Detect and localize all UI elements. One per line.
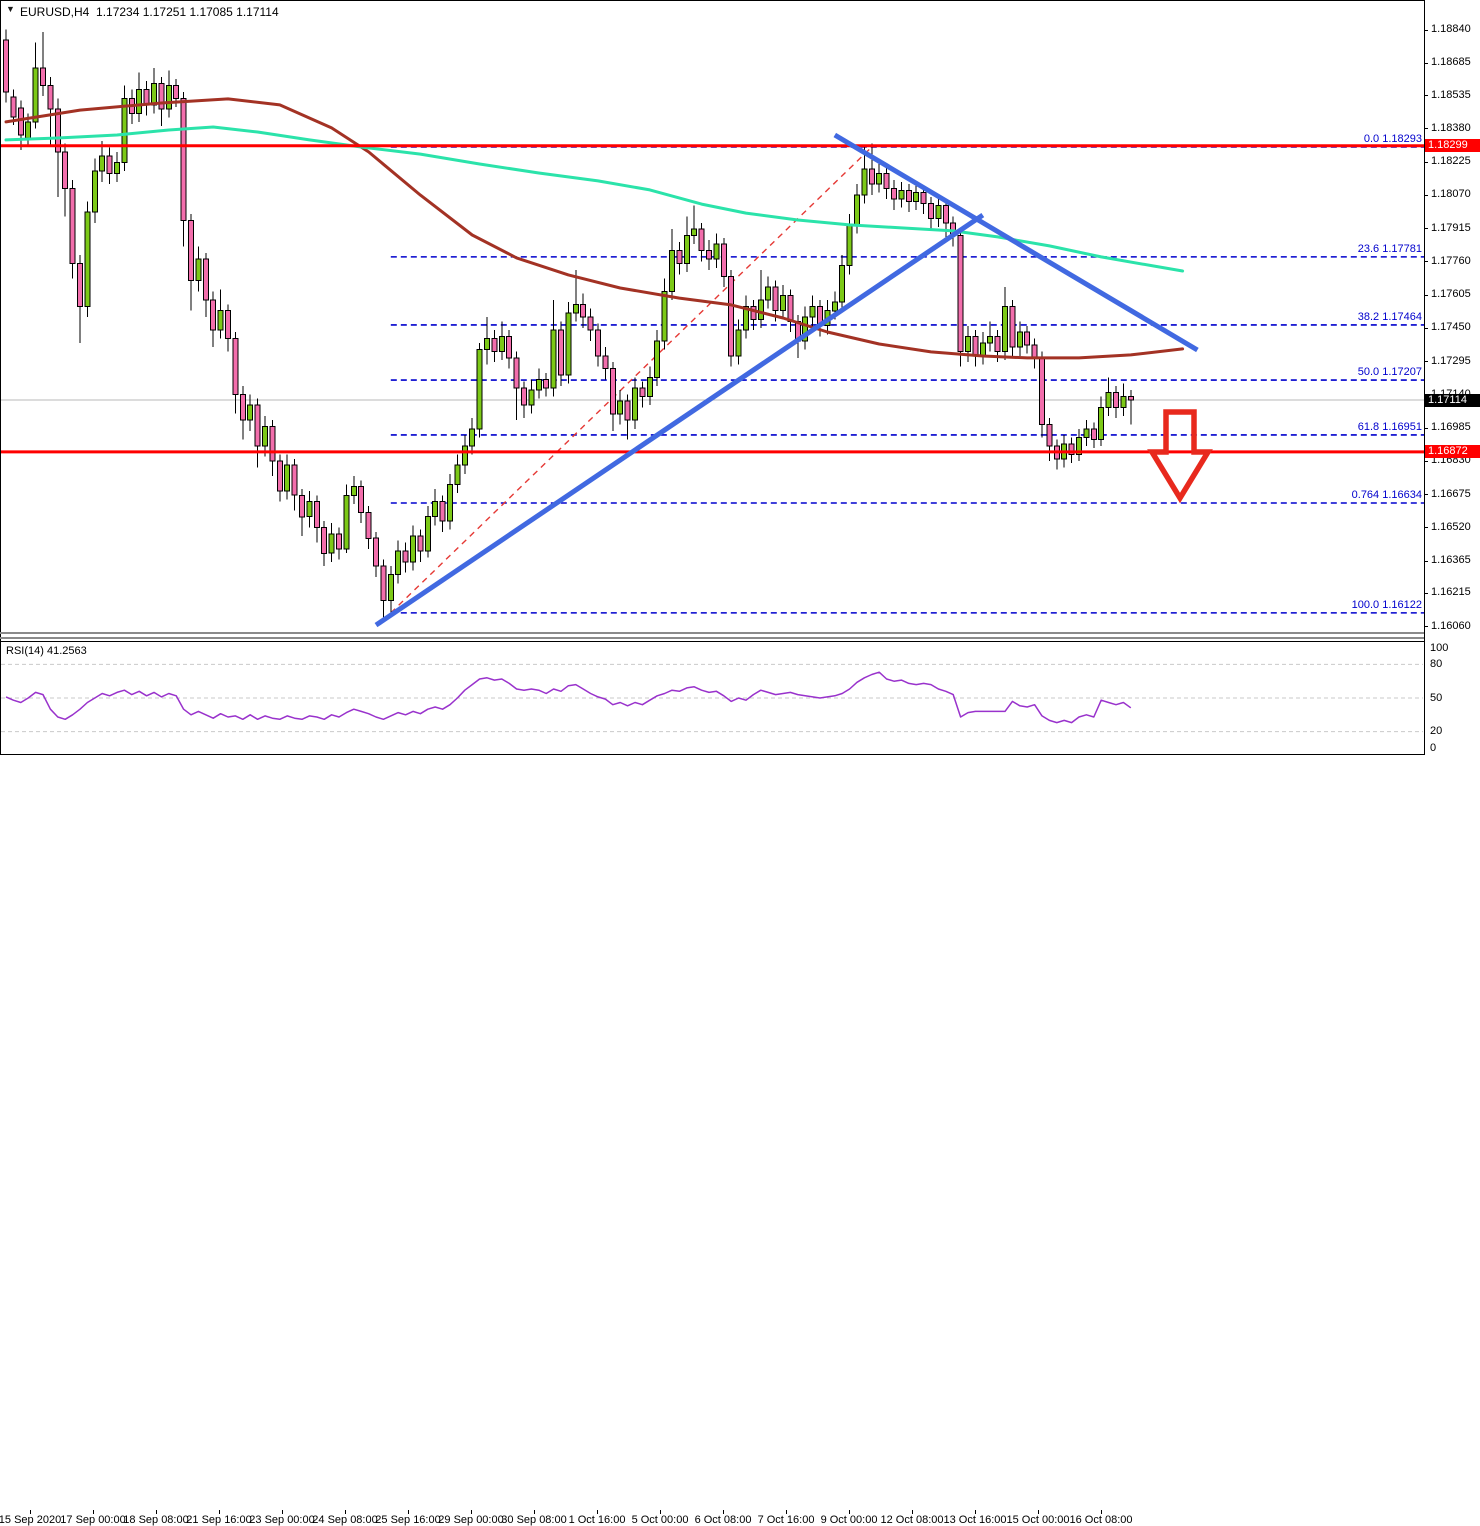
price-axis-label: 1.16985 [1431, 421, 1471, 434]
price-axis-tick [1424, 427, 1428, 429]
fib-level-label: 100.0 1.16122 [1351, 598, 1422, 611]
fib-level-label: 0.764 1.16634 [1351, 489, 1422, 501]
fib-level-label: 23.6 1.17781 [1357, 242, 1422, 255]
price-axis-tick [1424, 460, 1428, 462]
time-axis-label: 29 Sep 00:00 [438, 1514, 504, 1526]
time-axis-label: 15 Oct 00:00 [1006, 1514, 1070, 1526]
price-axis-label: 1.18535 [1431, 88, 1471, 101]
time-axis-label: 12 Oct 08:00 [880, 1514, 944, 1526]
ascending-trendline[interactable] [374, 212, 985, 628]
rsi-axis-label: 80 [1430, 657, 1443, 670]
price-axis-label: 1.18840 [1431, 23, 1471, 36]
candles-layer [3, 29, 1134, 618]
fib-level-label: 0.0 1.18293 [1363, 133, 1422, 145]
time-axis-label: 1 Oct 16:00 [568, 1514, 626, 1526]
fib-level-label: 38.2 1.17464 [1357, 310, 1422, 323]
moving-average-slow-maroon[interactable] [4, 97, 1185, 360]
time-axis-label: 7 Oct 16:00 [757, 1514, 815, 1526]
chart-left-border [0, 0, 1, 754]
time-axis-label: 13 Oct 16:00 [943, 1514, 1007, 1526]
price-axis-tick [1424, 62, 1428, 64]
price-axis-tick [1424, 592, 1428, 594]
price-axis-tick [1424, 626, 1428, 628]
time-axis-label: 30 Sep 08:00 [501, 1514, 567, 1526]
time-axis-label: 9 Oct 00:00 [820, 1514, 878, 1526]
price-axis-tick [1424, 228, 1428, 230]
time-axis-label: 24 Sep 08:00 [312, 1514, 378, 1526]
ohlc-readout: 1.17234 1.17251 1.17085 1.17114 [96, 5, 279, 19]
symbol-dropdown-icon[interactable]: ▼ [6, 4, 15, 14]
rsi-line [5, 671, 1132, 724]
price-axis-label: 1.16675 [1431, 487, 1471, 500]
price-axis-label: 1.17760 [1431, 254, 1471, 267]
rsi-panel-top-border [0, 641, 1424, 642]
price-axis-tick [1424, 494, 1428, 496]
price-axis-tick [1424, 560, 1428, 562]
time-axis-label: 15 Sep 2020 [0, 1514, 62, 1526]
symbol-timeframe: EURUSD,H4 [20, 5, 90, 19]
price-axis-tick [1424, 128, 1428, 130]
price-axis-border [1424, 0, 1425, 755]
rsi-indicator-label: RSI(14) 41.2563 [6, 645, 87, 657]
time-axis-label: 25 Sep 16:00 [375, 1514, 441, 1526]
price-axis-tick [1424, 294, 1428, 296]
price-axis-tick [1424, 527, 1428, 529]
rsi-panel-bottom-border [0, 754, 1424, 755]
subwindow-separator-lower[interactable] [0, 637, 1424, 639]
fib-base-diagonal[interactable] [390, 146, 873, 614]
price-axis-label: 1.18225 [1431, 155, 1471, 168]
price-chart-canvas[interactable] [0, 0, 1480, 775]
rsi-axis-label: 20 [1430, 725, 1443, 738]
price-axis-tick [1424, 29, 1428, 31]
time-axis[interactable]: 15 Sep 2020 17 Sep 00:00 18 Sep 08:00 21 Se… [0, 755, 1480, 1526]
price-axis-tick [1424, 95, 1428, 97]
rsi-axis-label: 0 [1430, 741, 1437, 754]
price-axis-label: 1.17605 [1431, 288, 1471, 301]
time-axis-label: 17 Sep 00:00 [60, 1514, 126, 1526]
time-axis-label: 5 Oct 00:00 [631, 1514, 689, 1526]
price-axis-label: 1.17450 [1431, 321, 1471, 334]
chart-top-border [0, 0, 1424, 1]
price-axis-label: 1.16215 [1431, 586, 1471, 599]
price-axis-tick [1424, 194, 1428, 196]
rsi-axis-label: 100 [1430, 641, 1449, 654]
price-axis-tick [1424, 161, 1428, 163]
support-price-badge: 1.16872 [1425, 445, 1480, 459]
chart-title: EURUSD,H4 1.17234 1.17251 1.17085 1.1711… [20, 5, 279, 19]
price-axis[interactable]: 1.18840 1.18685 1.18535 1.18380 1.18225 1.180… [1425, 0, 1480, 755]
time-axis-label: 21 Sep 16:00 [186, 1514, 252, 1526]
price-axis-tick [1424, 361, 1428, 363]
price-axis-label: 1.18070 [1431, 188, 1471, 201]
price-axis-tick [1424, 327, 1428, 329]
rsi-axis-label: 50 [1430, 691, 1443, 704]
price-axis-label: 1.17915 [1431, 221, 1471, 234]
price-axis-label: 1.16060 [1431, 619, 1471, 632]
price-axis-label: 1.16520 [1431, 520, 1471, 533]
time-axis-label: 6 Oct 08:00 [694, 1514, 752, 1526]
time-axis-label: 16 Oct 08:00 [1069, 1514, 1133, 1526]
price-axis-label: 1.17295 [1431, 354, 1471, 367]
price-axis-label: 1.18380 [1431, 121, 1471, 134]
resistance-price-badge: 1.18299 [1425, 139, 1480, 153]
subwindow-separator[interactable] [0, 632, 1424, 634]
time-axis-label: 18 Sep 08:00 [123, 1514, 189, 1526]
current-price-badge: 1.17114 [1425, 393, 1480, 407]
price-axis-label: 1.18685 [1431, 56, 1471, 69]
fib-level-label: 50.0 1.17207 [1357, 366, 1422, 379]
fib-level-label: 61.8 1.16951 [1357, 420, 1422, 433]
price-axis-tick [1424, 394, 1428, 396]
descending-trendline[interactable] [833, 132, 1199, 353]
price-axis-label: 1.16365 [1431, 554, 1471, 567]
down-arrow-annotation[interactable] [1147, 409, 1213, 504]
price-axis-tick [1424, 261, 1428, 263]
time-axis-label: 23 Sep 00:00 [249, 1514, 315, 1526]
